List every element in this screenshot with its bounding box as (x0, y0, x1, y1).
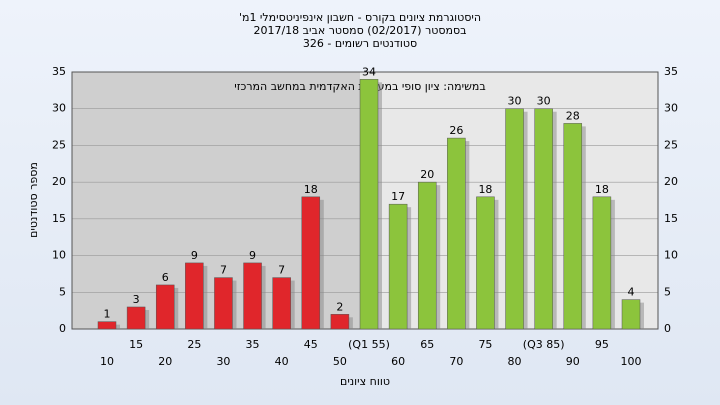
bar (388, 203, 408, 330)
x-tick-label: 25 (187, 338, 201, 351)
chart-subtitle: סטודנטים רשומים - 326 (303, 37, 417, 50)
bar (563, 123, 583, 330)
x-tick-label: 75 (478, 338, 492, 351)
bar (214, 277, 233, 330)
y-tick-label: 35 (52, 65, 66, 78)
bar (97, 321, 117, 330)
y-tick-label: 10 (52, 249, 66, 262)
x-tick-label: 30 (216, 355, 230, 368)
bar (476, 196, 495, 330)
x-tick-label: 90 (566, 355, 580, 368)
x-tick-label: (Q3 85) (523, 338, 565, 351)
x-tick-label: 10 (100, 355, 114, 368)
chart-subtitle: בסמסטר (02/2017) סמסטר אביב 2017/18 (253, 24, 466, 37)
bar (126, 306, 146, 330)
y-tick-label: 15 (52, 212, 66, 225)
data-label: 20 (420, 168, 434, 181)
bar (155, 284, 175, 330)
data-label: 3 (133, 293, 140, 306)
x-tick-label: 60 (391, 355, 405, 368)
x-tick-label: 45 (304, 338, 318, 351)
x-tick-label: 70 (449, 355, 463, 368)
data-label: 30 (508, 95, 522, 108)
data-label: 17 (391, 190, 405, 203)
data-label: 6 (162, 271, 169, 284)
x-tick-label: 20 (158, 355, 172, 368)
bar (592, 196, 612, 330)
data-label: 34 (362, 65, 376, 78)
bar (359, 79, 379, 330)
data-label: 2 (336, 300, 343, 313)
bar (417, 181, 437, 330)
data-label: 18 (304, 183, 318, 196)
y-axis-label: מספר סטודנטים (27, 162, 40, 238)
x-tick-label: 40 (275, 355, 289, 368)
y-tick-label: 30 (52, 102, 66, 115)
y2-tick-label: 30 (664, 102, 678, 115)
y2-tick-label: 15 (664, 212, 678, 225)
data-label: 9 (191, 249, 198, 262)
data-label: 26 (449, 124, 463, 137)
data-label: 28 (566, 109, 580, 122)
bar (185, 262, 204, 330)
x-tick-label: 50 (333, 355, 347, 368)
x-tick-label: 15 (129, 338, 143, 351)
bar (505, 108, 524, 330)
data-label: 9 (249, 249, 256, 262)
x-tick-label: 100 (621, 355, 642, 368)
y2-tick-label: 10 (664, 249, 678, 262)
x-tick-label: 65 (420, 338, 434, 351)
x-tick-label: 95 (595, 338, 609, 351)
data-label: 4 (628, 286, 635, 299)
bar (534, 108, 553, 330)
y-tick-label: 5 (59, 285, 66, 298)
y2-tick-label: 0 (664, 322, 671, 335)
y-tick-label: 20 (52, 175, 66, 188)
x-tick-label: 80 (508, 355, 522, 368)
bar (621, 299, 641, 330)
bar (243, 262, 262, 330)
data-label: 1 (104, 308, 111, 321)
y2-tick-label: 35 (664, 65, 678, 78)
data-label: 18 (478, 183, 492, 196)
y2-tick-label: 25 (664, 138, 678, 151)
x-tick-label: (Q1 55) (348, 338, 390, 351)
y-tick-label: 25 (52, 138, 66, 151)
data-label: 18 (595, 183, 609, 196)
y-tick-label: 0 (59, 322, 66, 335)
x-tick-label: 35 (246, 338, 260, 351)
data-label: 7 (278, 264, 285, 277)
data-label: 7 (220, 264, 227, 277)
x-axis-label: טווח ציונים (340, 375, 390, 388)
bar (447, 137, 466, 330)
bar (301, 196, 321, 330)
bar (272, 277, 291, 330)
data-label: 30 (537, 95, 551, 108)
bar (330, 314, 350, 330)
y2-tick-label: 20 (664, 175, 678, 188)
y2-tick-label: 5 (664, 285, 671, 298)
chart-title: היסטוגרמת ציונים בקורס - חשבון אינפיניטס… (239, 11, 481, 24)
